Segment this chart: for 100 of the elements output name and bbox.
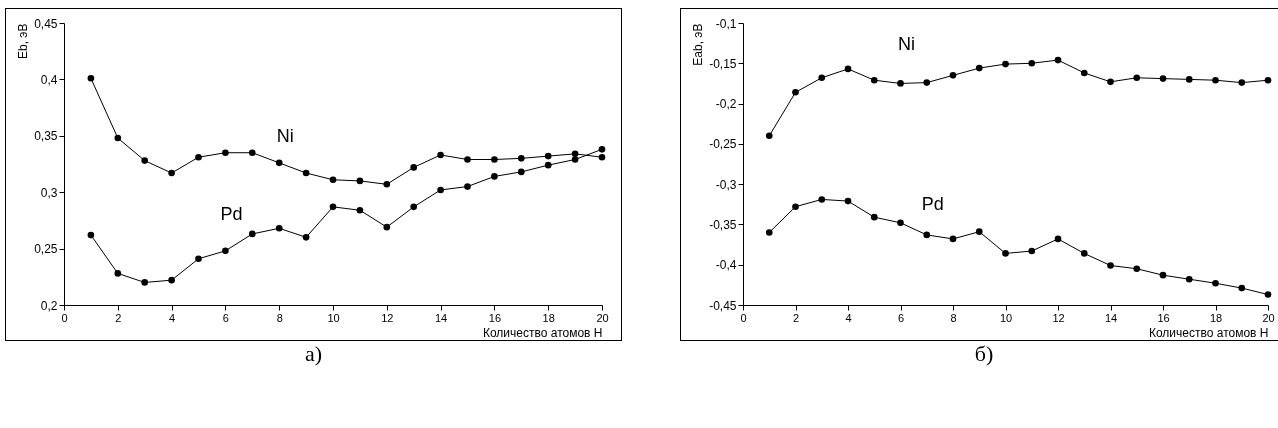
x-tick-label: 14 xyxy=(434,311,448,324)
point xyxy=(844,65,852,73)
point xyxy=(248,230,256,238)
point xyxy=(1028,247,1036,255)
point xyxy=(923,79,931,86)
point xyxy=(818,74,826,82)
point xyxy=(464,156,471,163)
x-tick-label: 18 xyxy=(542,311,555,324)
point xyxy=(410,203,418,211)
x-tick-label: 2 xyxy=(792,311,800,324)
point xyxy=(792,88,799,96)
x-tick-label: 0 xyxy=(740,311,747,324)
point xyxy=(1133,74,1141,82)
y-tick-label: 0,35 xyxy=(34,129,58,144)
x-tick-label: 0 xyxy=(61,311,68,324)
point xyxy=(1238,284,1246,292)
point xyxy=(1264,76,1272,84)
point xyxy=(870,213,878,221)
x-axis-title: Количество атомов Н xyxy=(482,325,603,340)
point xyxy=(1002,250,1009,257)
point xyxy=(141,279,149,286)
point xyxy=(195,255,202,263)
y-tick-label: 0,4 xyxy=(40,72,58,87)
x-tick-label: 12 xyxy=(1052,311,1065,324)
point xyxy=(114,270,122,277)
point xyxy=(1212,76,1219,84)
point xyxy=(114,134,122,142)
point xyxy=(1054,56,1062,64)
point xyxy=(222,247,229,255)
y-tick-label: -0,4 xyxy=(715,258,737,273)
x-tick-label: 8 xyxy=(276,311,283,324)
point xyxy=(1212,279,1219,287)
point xyxy=(844,197,852,205)
point xyxy=(949,235,957,243)
point xyxy=(1185,275,1193,283)
point xyxy=(1080,69,1088,77)
point xyxy=(491,173,498,180)
x-tick-label: 6 xyxy=(897,311,905,324)
point xyxy=(765,229,773,236)
point xyxy=(544,152,552,160)
point xyxy=(141,157,149,164)
point xyxy=(275,224,283,232)
y-tick-label: -0,15 xyxy=(709,56,737,71)
point xyxy=(975,64,983,72)
point xyxy=(975,228,983,235)
x-tick-label: 6 xyxy=(222,311,229,324)
x-tick-label: 2 xyxy=(115,311,122,324)
point xyxy=(491,156,498,163)
point xyxy=(792,203,799,211)
y-tick-label: 0,45 xyxy=(34,16,58,31)
point xyxy=(329,203,337,211)
point xyxy=(765,132,773,140)
point xyxy=(383,180,391,188)
point xyxy=(437,186,444,194)
x-tick-label: 4 xyxy=(169,311,176,324)
x-tick-label: 12 xyxy=(381,311,394,324)
x-tick-label: 16 xyxy=(488,311,502,324)
y-tick-label: -0,1 xyxy=(715,16,737,31)
point xyxy=(1080,250,1088,257)
series-label: Ni xyxy=(898,34,915,55)
point xyxy=(1107,262,1114,269)
x-tick-label: 16 xyxy=(1157,311,1170,324)
text: а) xyxy=(304,341,323,367)
point xyxy=(464,183,471,190)
y-tick-label: 0,2 xyxy=(40,298,58,313)
point xyxy=(275,159,283,167)
point xyxy=(1107,78,1114,86)
point xyxy=(598,146,606,153)
point xyxy=(356,206,364,214)
x-tick-label: 20 xyxy=(1262,311,1275,324)
point xyxy=(302,169,310,177)
point xyxy=(923,231,931,239)
y-tick-label: -0,25 xyxy=(709,137,737,152)
point xyxy=(571,156,579,163)
point xyxy=(437,151,444,159)
point xyxy=(168,169,175,177)
point xyxy=(410,164,418,171)
x-tick-label: 18 xyxy=(1209,311,1223,324)
y-axis-title: Eb, эВ xyxy=(16,23,31,59)
point xyxy=(517,155,525,162)
point xyxy=(897,80,904,87)
point xyxy=(598,153,606,161)
text: б) xyxy=(974,341,994,367)
point xyxy=(1133,265,1141,273)
point xyxy=(1185,76,1193,83)
x-tick-label: 20 xyxy=(596,311,609,324)
point xyxy=(870,76,878,84)
y-tick-label: 0,25 xyxy=(34,242,58,257)
point xyxy=(87,74,95,82)
point xyxy=(1159,75,1167,82)
point xyxy=(1054,235,1062,243)
x-tick-label: 4 xyxy=(845,311,852,324)
x-tick-label: 10 xyxy=(327,311,340,324)
point xyxy=(544,161,552,169)
y-tick-label: -0,2 xyxy=(715,97,737,112)
y-tick-label: -0,3 xyxy=(715,177,737,192)
point xyxy=(195,153,202,161)
y-tick-label: -0,45 xyxy=(709,298,737,313)
y-axis-title: Eab, эВ xyxy=(691,23,706,66)
point xyxy=(329,176,337,184)
